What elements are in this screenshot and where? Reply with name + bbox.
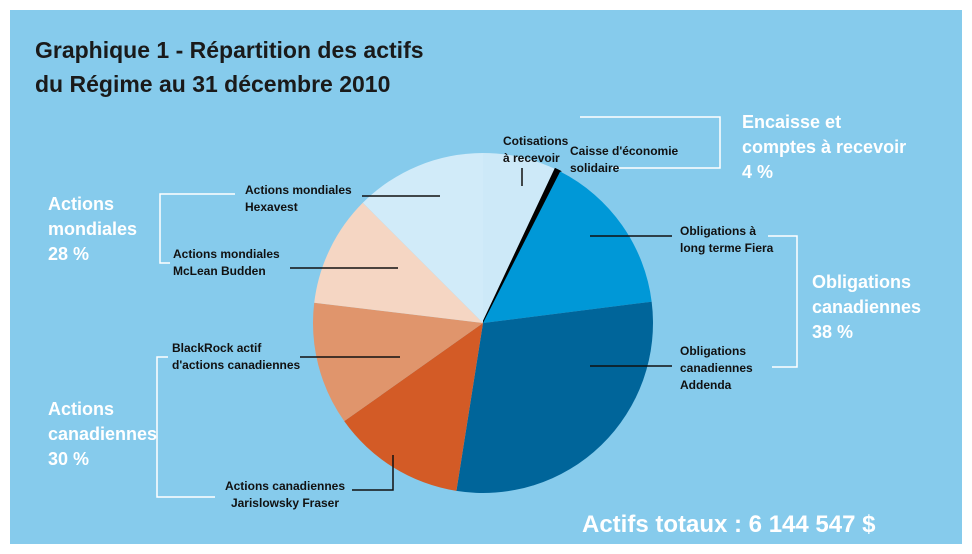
bracket bbox=[580, 116, 721, 169]
group-label: canadiennes bbox=[812, 297, 921, 317]
slice-label: Jarislowsky Fraser bbox=[231, 496, 339, 510]
slice-label: Actions canadiennes bbox=[225, 479, 345, 493]
chart-title: du Régime au 31 décembre 2010 bbox=[35, 71, 390, 97]
total-annotation: Actifs totaux : 6 144 547 $ bbox=[582, 511, 876, 538]
pie-slice bbox=[482, 167, 562, 324]
slice-label: Cotisations bbox=[503, 134, 569, 148]
pie-slice bbox=[314, 202, 483, 323]
pie-slice bbox=[313, 302, 483, 422]
group-value: 38 % bbox=[812, 322, 853, 342]
group-label: mondiales bbox=[48, 219, 137, 239]
group-value: 28 % bbox=[48, 244, 89, 264]
slice-label: BlackRock actif bbox=[172, 341, 262, 355]
slice-label: Caisse d'économie bbox=[570, 144, 679, 158]
group-label: comptes à recevoir bbox=[742, 137, 906, 157]
group-label: canadiennes bbox=[48, 424, 157, 444]
slice-label: Obligations à bbox=[680, 224, 756, 238]
chart-title: Graphique 1 - Répartition des actifs bbox=[35, 37, 424, 63]
slice-label: à recevoir bbox=[503, 151, 560, 165]
leader-line bbox=[352, 455, 394, 491]
pie-slice bbox=[483, 171, 652, 323]
bracket bbox=[768, 235, 798, 368]
group-value: 4 % bbox=[742, 162, 773, 182]
slice-label: Addenda bbox=[680, 378, 732, 392]
pie-slice bbox=[344, 323, 483, 491]
slice-label: canadiennes bbox=[680, 361, 753, 375]
slice-label: McLean Budden bbox=[173, 264, 266, 278]
slice-label: Actions mondiales bbox=[245, 183, 352, 197]
group-value: 30 % bbox=[48, 449, 89, 469]
slice-label: Hexavest bbox=[245, 200, 298, 214]
slice-label: d'actions canadiennes bbox=[172, 358, 301, 372]
pie-slice bbox=[456, 301, 653, 493]
group-label: Encaisse et bbox=[742, 112, 841, 132]
group-label: Obligations bbox=[812, 272, 911, 292]
group-label: Actions bbox=[48, 194, 114, 214]
pie-slice bbox=[483, 153, 556, 323]
slice-label: solidaire bbox=[570, 161, 620, 175]
slice-label: Obligations bbox=[680, 344, 746, 358]
bracket bbox=[159, 193, 235, 264]
slice-label: Actions mondiales bbox=[173, 247, 280, 261]
slice-label: long terme Fiera bbox=[680, 241, 774, 255]
group-label: Actions bbox=[48, 399, 114, 419]
bracket bbox=[156, 356, 215, 498]
